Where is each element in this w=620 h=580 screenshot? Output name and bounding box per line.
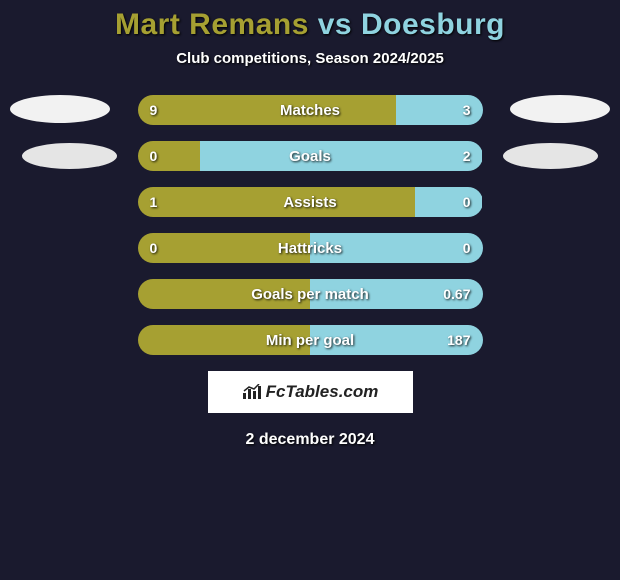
- stat-row: Hattricks00: [138, 233, 483, 263]
- player1-avatar-shadow: [10, 95, 110, 123]
- title-player2: Doesburg: [361, 8, 505, 41]
- stat-row: Matches93: [138, 95, 483, 125]
- player1-avatar-shadow-2: [22, 143, 117, 169]
- bar-right: [310, 325, 483, 355]
- logo: FcTables.com: [242, 382, 379, 402]
- stat-row: Min per goal187: [138, 325, 483, 355]
- bar-right: [415, 187, 482, 217]
- page-title: Mart Remans vs Doesburg: [0, 0, 620, 42]
- bar-right: [200, 141, 483, 171]
- bar-left: [138, 325, 311, 355]
- date: 2 december 2024: [0, 431, 620, 449]
- bar-left: [138, 141, 200, 171]
- title-vs: vs: [318, 8, 352, 41]
- logo-box: FcTables.com: [208, 371, 413, 413]
- bar-right: [310, 233, 483, 263]
- stat-row: Goals02: [138, 141, 483, 171]
- bar-left: [138, 95, 397, 125]
- bar-right: [310, 279, 483, 309]
- logo-chart-icon: [242, 384, 262, 400]
- logo-text: FcTables.com: [266, 382, 379, 402]
- subtitle: Club competitions, Season 2024/2025: [0, 50, 620, 67]
- stat-row: Goals per match0.67: [138, 279, 483, 309]
- bar-left: [138, 233, 311, 263]
- stat-bars: Matches93 Goals02 Assists10 Hattricks00 Goal…: [138, 95, 483, 355]
- comparison-content: Matches93 Goals02 Assists10 Hattricks00 Goal…: [0, 95, 620, 355]
- bar-left: [138, 279, 311, 309]
- player2-avatar-shadow-2: [503, 143, 598, 169]
- title-player1: Mart Remans: [115, 8, 309, 41]
- player2-avatar-shadow: [510, 95, 610, 123]
- stat-row: Assists10: [138, 187, 483, 217]
- bar-right: [396, 95, 482, 125]
- bar-left: [138, 187, 416, 217]
